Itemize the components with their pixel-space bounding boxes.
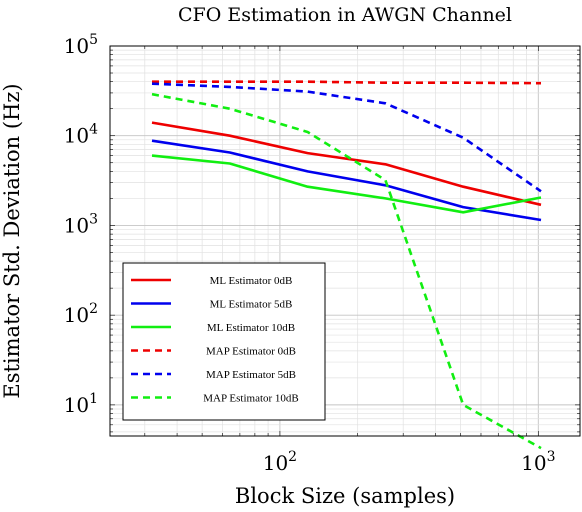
x-tick-label: 103 xyxy=(521,449,555,475)
series-line-1 xyxy=(151,121,542,207)
chart-title: CFO Estimation in AWGN Channel xyxy=(178,4,512,26)
grid xyxy=(110,45,580,436)
y-axis-label: Estimator Std. Deviation (Hz) xyxy=(0,83,24,398)
series-line-4 xyxy=(152,80,542,85)
legend-label-4: MAP Estimator 0dB xyxy=(206,346,296,358)
legend-label-1: ML Estimator 0dB xyxy=(210,275,293,287)
series-line-3 xyxy=(151,154,542,214)
series-line-5 xyxy=(151,82,542,193)
y-tick-label: 101 xyxy=(64,391,98,417)
legend: ML Estimator 0dB ML Estimator 5dB ML Estim… xyxy=(122,262,326,421)
x-tick-labels: 102 103 xyxy=(263,449,556,475)
x-axis-label: Block Size (samples) xyxy=(235,484,455,508)
legend-label-2: ML Estimator 5dB xyxy=(210,299,293,311)
y-tick-label: 103 xyxy=(64,211,98,237)
axis-ticks xyxy=(110,45,580,436)
series-line-6 xyxy=(151,92,542,450)
y-tick-labels: 101 102 103 104 105 xyxy=(64,32,98,417)
x-tick-label: 102 xyxy=(263,449,297,475)
y-tick-label: 105 xyxy=(64,32,98,58)
y-tick-label: 104 xyxy=(64,122,98,148)
legend-label-6: MAP Estimator 10dB xyxy=(203,393,299,405)
series-lines xyxy=(151,80,542,450)
legend-label-5: MAP Estimator 5dB xyxy=(206,369,296,381)
y-tick-label: 102 xyxy=(64,301,98,327)
plot-frame xyxy=(109,45,581,437)
legend-label-3: ML Estimator 10dB xyxy=(207,322,295,334)
legend-box xyxy=(122,262,326,421)
